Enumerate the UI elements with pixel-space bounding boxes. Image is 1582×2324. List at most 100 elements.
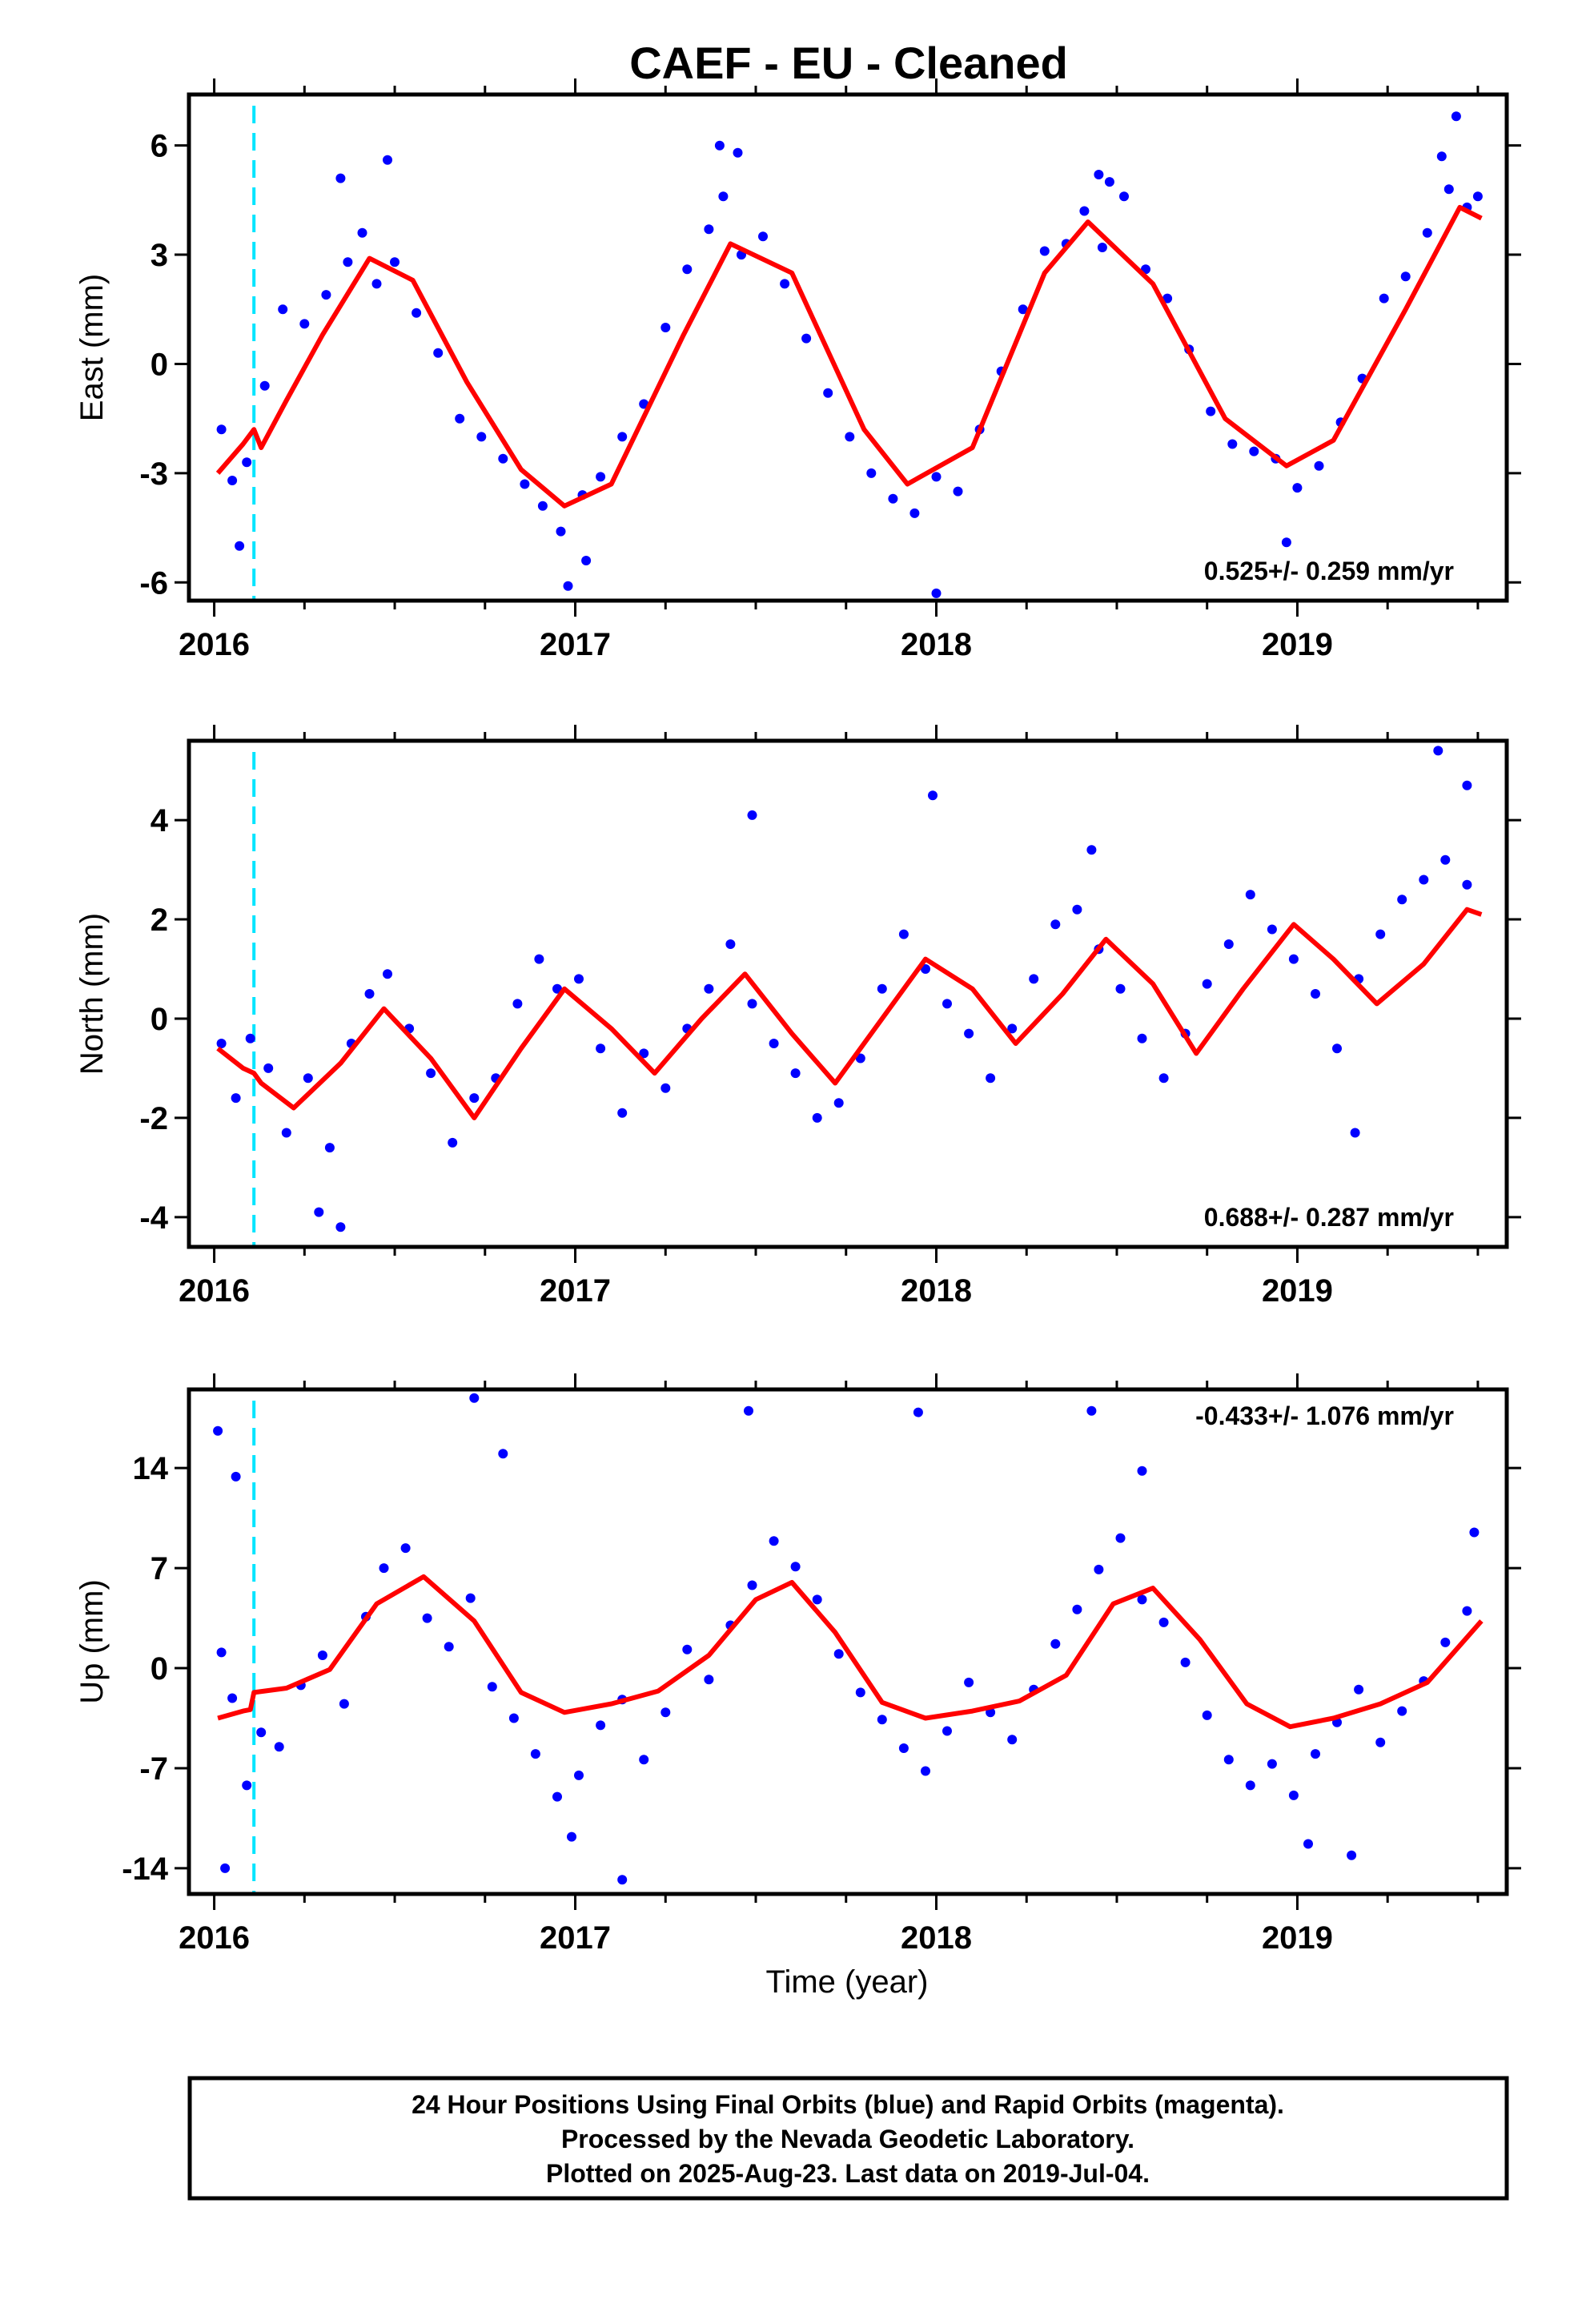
east-point-20 (596, 472, 606, 482)
up-ytick-label-3: 7 (151, 1551, 168, 1586)
east-point-34 (888, 493, 898, 504)
north-point-20 (617, 1108, 628, 1118)
north-point-30 (833, 1098, 844, 1108)
east-point-29 (780, 279, 790, 289)
up-point-14 (487, 1682, 497, 1692)
north-point-0 (216, 1039, 227, 1048)
north-point-36 (964, 1028, 974, 1039)
east-point-57 (1379, 293, 1389, 304)
east-point-9 (371, 279, 382, 289)
north-point-37 (986, 1073, 996, 1084)
up-fit-line (217, 1574, 1484, 1730)
east-point-75 (1281, 537, 1291, 548)
north-points (216, 746, 1472, 1232)
north-point-19 (596, 1043, 606, 1054)
north-point-17 (552, 983, 562, 994)
north-point-24 (704, 983, 714, 994)
east-point-8 (357, 227, 367, 238)
up-point-6 (317, 1651, 327, 1660)
up-point-23 (682, 1644, 693, 1655)
north-point-31 (855, 1053, 865, 1063)
north-point-28 (790, 1068, 801, 1079)
up-point-43 (1115, 1533, 1126, 1543)
up-point-12 (444, 1642, 454, 1652)
east-point-65 (383, 155, 392, 165)
north-point-11 (426, 1068, 436, 1079)
up-point-48 (1223, 1755, 1234, 1765)
east-point-12 (433, 348, 444, 358)
east-point-64 (335, 173, 346, 183)
east-point-16 (520, 479, 530, 489)
up-point-0 (216, 1647, 227, 1658)
up-point-11 (422, 1613, 432, 1623)
east-point-51 (1249, 446, 1259, 456)
east-point-49 (1206, 406, 1216, 416)
east-point-50 (1227, 439, 1238, 449)
up-point-38 (1007, 1735, 1018, 1745)
east-point-35 (909, 508, 920, 518)
up-point-65 (617, 1875, 628, 1885)
east-point-0 (216, 424, 227, 435)
up-point-28 (790, 1562, 801, 1572)
east-point-40 (1018, 304, 1028, 315)
north-point-64 (1086, 845, 1097, 855)
footer-line-1: 24 Hour Positions Using Final Orbits (bl… (412, 2090, 1284, 2119)
east-point-4 (278, 304, 288, 315)
east-ytick-label-0: -6 (139, 565, 168, 601)
east-point-33 (866, 468, 877, 478)
up-point-58 (1440, 1637, 1451, 1647)
north-rate-label: 0.688+/- 0.287 mm/yr (1204, 1203, 1454, 1232)
east-point-43 (1079, 206, 1090, 216)
east-point-45 (1119, 191, 1129, 202)
east-ytick-label-1: -3 (139, 456, 168, 492)
north-xtick-label-1: 2017 (540, 1273, 611, 1309)
north-point-16 (534, 954, 544, 964)
east-xtick-label-0: 2016 (179, 627, 250, 662)
east-point-60 (1443, 184, 1454, 195)
north-point-12 (448, 1137, 458, 1148)
east-point-37 (953, 486, 963, 497)
east-ytick-label-3: 3 (151, 238, 168, 273)
north-point-63 (928, 790, 938, 801)
up-point-47 (1202, 1710, 1212, 1720)
up-points (213, 1393, 1480, 1885)
up-point-34 (921, 1766, 930, 1776)
north-point-21 (639, 1048, 649, 1059)
up-point-70 (1303, 1839, 1313, 1849)
east-point-18 (556, 526, 566, 537)
up-point-26 (747, 1580, 757, 1590)
north-point-26 (747, 999, 757, 1009)
east-point-70 (1436, 151, 1447, 162)
north-point-58 (1440, 854, 1451, 865)
up-xtick-label-1: 2017 (540, 1920, 611, 1956)
up-point-16 (530, 1749, 540, 1759)
up-point-27 (769, 1536, 779, 1546)
north-panel: -4 -2 0 2 4 2016 2017 2018 2019 North (mm) 0.688+/… (74, 725, 1521, 1309)
up-point-60 (213, 1425, 223, 1436)
up-point-24 (704, 1675, 714, 1685)
north-xtick-label-2: 2018 (901, 1273, 972, 1309)
up-point-17 (552, 1791, 562, 1802)
up-point-49 (1245, 1780, 1255, 1791)
footer-line-2: Processed by the Nevada Geodetic Laborat… (561, 2125, 1134, 2153)
up-point-41 (1072, 1604, 1082, 1614)
north-point-38 (1007, 1023, 1018, 1034)
up-point-42 (1094, 1564, 1104, 1574)
east-point-5 (299, 319, 310, 329)
up-point-3 (256, 1727, 267, 1738)
east-point-2 (242, 457, 252, 468)
up-point-61 (220, 1863, 231, 1873)
north-point-9 (383, 969, 392, 979)
up-xtick-label-0: 2016 (179, 1920, 250, 1956)
up-point-51 (1288, 1790, 1299, 1800)
north-frame (187, 738, 1509, 1249)
north-point-66 (1462, 780, 1472, 790)
east-point-6 (321, 290, 331, 300)
east-point-71 (1451, 111, 1461, 122)
east-point-15 (498, 453, 508, 464)
east-point-25 (704, 224, 714, 235)
up-point-46 (1180, 1657, 1191, 1667)
east-points (216, 111, 1483, 598)
up-point-7 (339, 1699, 349, 1709)
